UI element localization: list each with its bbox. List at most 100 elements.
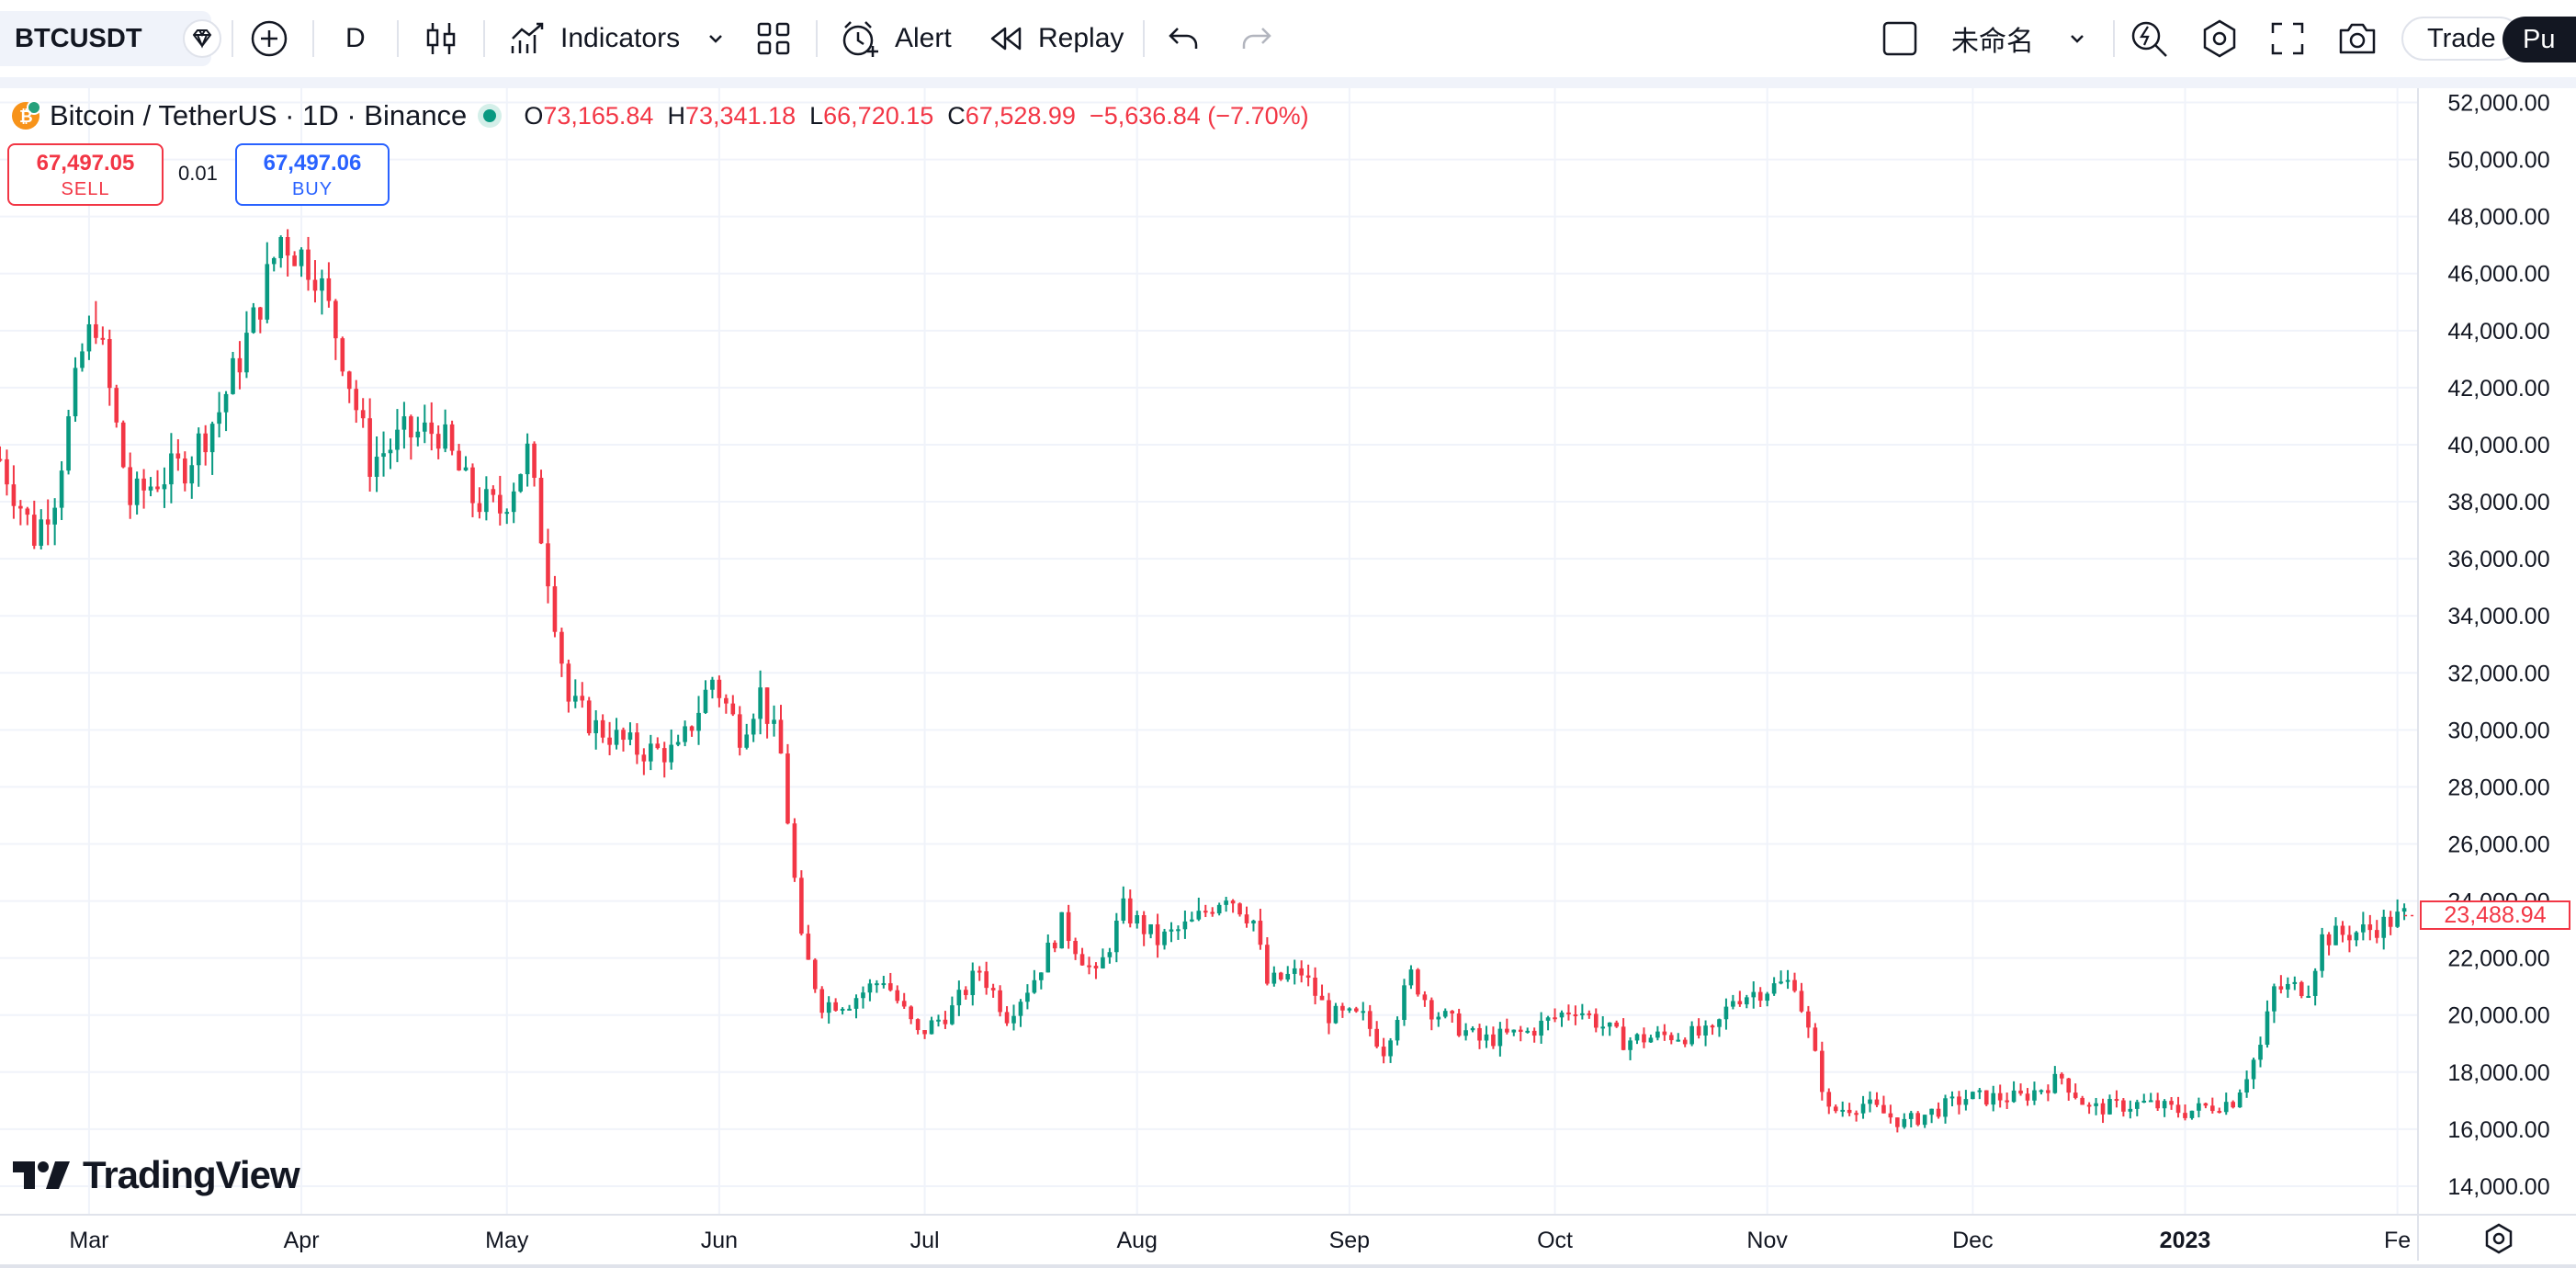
candle bbox=[2189, 1110, 2195, 1120]
redo-button[interactable] bbox=[1240, 0, 1273, 77]
candle bbox=[792, 818, 797, 882]
candle bbox=[546, 528, 550, 604]
tradingview-logo[interactable]: TradingView bbox=[13, 1152, 300, 1198]
candle-body bbox=[614, 730, 619, 745]
candle-body bbox=[1210, 911, 1215, 914]
candle-body bbox=[39, 519, 44, 546]
candle-body bbox=[1682, 1039, 1688, 1045]
quick-search-button[interactable] bbox=[2130, 0, 2168, 77]
symbol-search-button[interactable]: BTCUSDT bbox=[0, 11, 211, 66]
candle-body bbox=[2326, 934, 2332, 945]
candle bbox=[1983, 1090, 1989, 1106]
candle bbox=[1682, 1037, 1688, 1047]
candle-body bbox=[11, 484, 17, 506]
candle bbox=[1902, 1113, 1907, 1129]
alert-button[interactable]: Alert bbox=[840, 0, 952, 77]
time-tick-label: Oct bbox=[1537, 1228, 1573, 1253]
candle-body bbox=[2094, 1103, 2098, 1106]
candle-body bbox=[785, 753, 790, 824]
time-tick-label: 2023 bbox=[2160, 1228, 2211, 1253]
price-tick-label: 48,000.00 bbox=[2447, 205, 2549, 231]
candle-body bbox=[1190, 919, 1194, 922]
candle bbox=[2210, 1097, 2215, 1114]
candle bbox=[1957, 1091, 1961, 1115]
fullscreen-button[interactable] bbox=[2271, 0, 2304, 77]
candle-body bbox=[203, 433, 208, 453]
candle-body bbox=[552, 586, 558, 632]
replay-label: Replay bbox=[1038, 23, 1124, 53]
candle bbox=[1429, 997, 1434, 1031]
candle-body bbox=[1442, 1011, 1448, 1017]
chart-legend: ₿ Bitcoin / TetherUS · 1D · Binance O73,… bbox=[9, 92, 1309, 140]
candle-body bbox=[320, 277, 324, 291]
candle-body bbox=[812, 959, 818, 990]
axis-settings-button[interactable] bbox=[2482, 1222, 2515, 1260]
candle-body bbox=[2272, 986, 2277, 1012]
candle bbox=[1676, 1033, 1681, 1042]
candle bbox=[1854, 1110, 1859, 1122]
high-value: 73,341.18 bbox=[684, 101, 797, 130]
candle-body bbox=[737, 714, 742, 748]
candle bbox=[2401, 903, 2407, 921]
candle bbox=[2080, 1095, 2085, 1105]
candle bbox=[887, 972, 893, 992]
candle-body bbox=[1806, 1011, 1811, 1028]
candle-body bbox=[696, 712, 701, 731]
candle-body bbox=[1696, 1025, 1701, 1036]
replay-button[interactable]: Replay bbox=[989, 0, 1124, 77]
symbol-title[interactable]: Bitcoin / TetherUS · 1D · Binance bbox=[50, 99, 468, 131]
candle bbox=[2320, 927, 2324, 978]
candle bbox=[586, 696, 592, 736]
chart-grid bbox=[0, 88, 2418, 1215]
diamond-icon[interactable] bbox=[182, 0, 222, 77]
candle-body bbox=[2052, 1073, 2058, 1093]
candle-body bbox=[1662, 1031, 1667, 1036]
undo-button[interactable] bbox=[1167, 0, 1200, 77]
candle bbox=[2374, 920, 2379, 944]
candle-body bbox=[1971, 1092, 1975, 1100]
candle-body bbox=[388, 449, 393, 454]
layout-name[interactable]: 未命名 bbox=[1951, 0, 2034, 77]
compare-symbol-button[interactable] bbox=[250, 0, 288, 77]
candle-body bbox=[189, 465, 195, 484]
candle-body bbox=[1943, 1098, 1948, 1117]
candle bbox=[1936, 1102, 1941, 1119]
candlestick-chart[interactable]: 14,000.00 16,000.00 18,000.00 20,000.00 22,0… bbox=[0, 88, 2576, 1264]
layout-dropdown[interactable] bbox=[2067, 0, 2087, 77]
market-status-icon[interactable] bbox=[483, 109, 497, 122]
candle-body bbox=[875, 983, 879, 986]
candle bbox=[435, 425, 441, 459]
candle bbox=[1785, 969, 1791, 990]
indicators-button[interactable]: Indicators bbox=[509, 0, 680, 77]
settings-button[interactable] bbox=[2199, 0, 2240, 77]
indicators-dropdown[interactable] bbox=[706, 0, 726, 77]
candle bbox=[1744, 994, 1749, 1009]
candle bbox=[45, 499, 51, 546]
snapshot-button[interactable] bbox=[2337, 0, 2378, 77]
trade-label: Trade bbox=[2427, 23, 2496, 53]
price-tick-label: 16,000.00 bbox=[2447, 1117, 2549, 1143]
candle bbox=[806, 924, 811, 960]
candle-body bbox=[1258, 921, 1263, 945]
candle bbox=[1799, 982, 1804, 1013]
candle-body bbox=[1922, 1115, 1927, 1126]
candle-body bbox=[922, 1030, 927, 1035]
candle bbox=[1949, 1091, 1955, 1107]
candle-body bbox=[1224, 900, 1228, 905]
layout-button[interactable] bbox=[1881, 0, 1918, 77]
chart-type-button[interactable] bbox=[424, 0, 458, 77]
interval-button[interactable]: D bbox=[345, 0, 366, 77]
fullscreen-icon bbox=[2271, 22, 2304, 55]
candle bbox=[320, 269, 324, 315]
candle bbox=[299, 247, 304, 277]
candle-body bbox=[655, 743, 661, 749]
templates-button[interactable] bbox=[755, 0, 792, 77]
order-quantity[interactable]: 0.01 bbox=[178, 162, 218, 185]
candle-body bbox=[1634, 1034, 1640, 1041]
sell-button[interactable]: 67,497.05 SELL bbox=[7, 143, 164, 206]
candle-body bbox=[128, 467, 132, 505]
publish-button[interactable]: Pu bbox=[2503, 17, 2576, 62]
candle-body bbox=[2340, 925, 2345, 935]
candle-body bbox=[641, 754, 647, 762]
buy-button[interactable]: 67,497.06 BUY bbox=[235, 143, 390, 206]
